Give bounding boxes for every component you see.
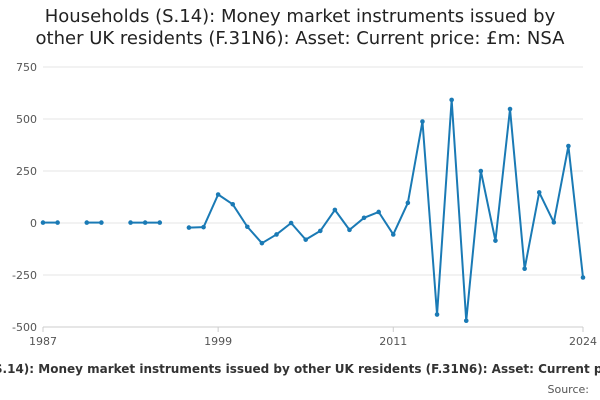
- chart-title-line-2: other UK residents (F.31N6): Asset: Curr…: [35, 28, 565, 49]
- y-tick-label: 0: [30, 217, 37, 230]
- data-point: [493, 238, 498, 243]
- data-point: [507, 106, 513, 112]
- data-point: [449, 97, 454, 103]
- data-point: [405, 200, 411, 206]
- x-tick-label: 1987: [29, 335, 57, 348]
- data-point: [186, 225, 192, 230]
- y-tick-label: 500: [16, 113, 37, 126]
- data-point: [215, 192, 221, 197]
- data-point: [434, 312, 440, 317]
- data-point: [463, 318, 469, 324]
- gridlines: [43, 66, 583, 328]
- data-point: [332, 207, 338, 213]
- data-point: [128, 220, 133, 225]
- y-tick-label: -250: [12, 269, 37, 282]
- data-point: [99, 220, 104, 225]
- x-axis-label: Households (S.14): Money market instrume…: [0, 362, 600, 376]
- data-point: [390, 232, 396, 237]
- data-point: [420, 119, 425, 124]
- data-point: [478, 168, 484, 174]
- y-tick-label: -500: [12, 321, 37, 334]
- x-tick-label: 1999: [204, 335, 232, 348]
- data-point: [566, 143, 571, 149]
- y-tick-label: 750: [16, 61, 37, 74]
- data-point: [259, 240, 265, 246]
- chart-title-line-1: Households (S.14): Money market instrume…: [44, 6, 556, 27]
- data-point: [245, 224, 250, 230]
- data-point: [84, 220, 90, 225]
- data-point: [201, 224, 206, 230]
- data-point: [157, 220, 163, 225]
- data-point: [40, 220, 46, 225]
- data-point: [551, 220, 557, 225]
- y-tick-label: 250: [16, 165, 37, 178]
- data-point: [288, 220, 294, 226]
- data-point: [376, 209, 381, 215]
- y-axis-ticks: -500 -250 0 250 500 750: [12, 61, 37, 334]
- source-label: Source:: [548, 383, 590, 396]
- data-point: [580, 275, 586, 280]
- x-tick-label: 2011: [379, 335, 407, 348]
- x-tick-label: 2024: [569, 335, 597, 348]
- data-point: [522, 266, 527, 272]
- data-point: [361, 215, 367, 221]
- data-point: [142, 220, 148, 225]
- data-point: [347, 227, 352, 233]
- data-point: [230, 201, 236, 207]
- data-point: [303, 237, 309, 242]
- chart-title: Households (S.14): Money market instrume…: [0, 6, 600, 50]
- series-line-group: [40, 97, 586, 324]
- data-point: [274, 232, 279, 237]
- data-point: [536, 190, 542, 195]
- data-point: [317, 228, 323, 234]
- data-point: [55, 220, 60, 225]
- x-axis-ticks: 1987 1999 2011 2024: [29, 327, 597, 348]
- series-line-segment: [188, 98, 584, 322]
